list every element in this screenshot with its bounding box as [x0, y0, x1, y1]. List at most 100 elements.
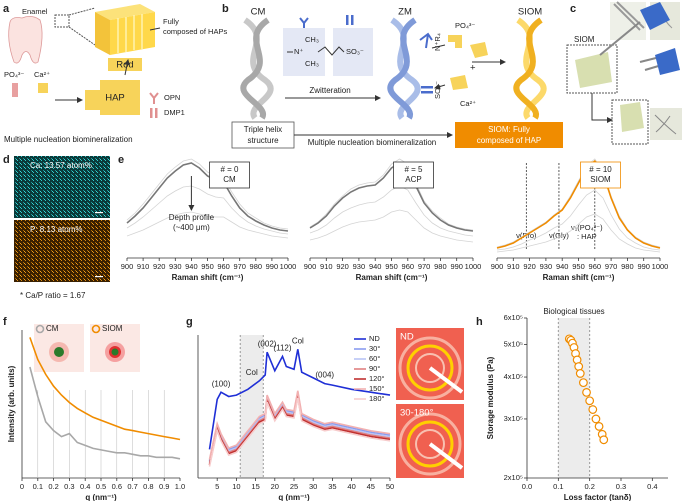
note-line: CM: [223, 175, 236, 184]
note-line: SIOM: [590, 175, 611, 184]
x-tick-label: 920: [336, 262, 349, 271]
x-tick-label: 0.2: [584, 482, 594, 491]
x-tick-label: 900: [491, 262, 504, 271]
cm-label: CM: [251, 7, 266, 18]
legend-label: 90°: [369, 364, 380, 373]
helix-cm: [240, 17, 274, 120]
so3: SO₃⁻: [346, 47, 364, 56]
ring: [406, 344, 454, 392]
annotation-line: Depth profile: [169, 213, 215, 222]
ring: [54, 347, 64, 357]
x-tick-label: 910: [137, 262, 150, 271]
x-tick-label: 1000: [652, 262, 669, 271]
ch3: CH₃: [305, 35, 319, 44]
x-tick-label: 940: [185, 262, 198, 271]
glove: [640, 2, 670, 30]
ring: [406, 420, 454, 468]
series-line: [309, 162, 474, 232]
series-line: [126, 185, 289, 235]
note-box: [209, 161, 250, 189]
series-line: [126, 158, 289, 230]
arrow: [124, 59, 130, 76]
marker-label: ν(Gly): [549, 231, 569, 240]
icon: [421, 91, 433, 94]
panel-b: b CM ZM SIOM CH₃ N⁺ CH₃ SO₃⁻ Zwitteratio…: [222, 3, 563, 149]
x-tick-label: 0.4: [80, 482, 90, 491]
po4-label: PO₄³⁻: [455, 21, 475, 30]
inset-label: 30-180°: [400, 408, 434, 419]
x-tick-label: 930: [353, 262, 366, 271]
x-axis-label: q (nm⁻¹): [278, 493, 310, 501]
ring: [111, 348, 119, 356]
point: [575, 369, 585, 378]
legend-swatch: [91, 324, 101, 334]
x-tick-label: 960: [589, 262, 602, 271]
x-tick-label: 0.8: [143, 482, 153, 491]
series-line: [496, 213, 661, 253]
x-tick-label: 940: [369, 262, 382, 271]
po4-label: PO₄³⁻: [4, 70, 24, 79]
ring: [415, 353, 445, 383]
icon: [421, 86, 433, 89]
peak-label: (100): [212, 379, 231, 388]
x-axis-label: Loss factor (tanδ): [564, 493, 632, 501]
series-line: [126, 162, 289, 232]
peak-label: Col: [292, 336, 304, 345]
nr4-label: N⁺R₄: [433, 33, 442, 51]
y-axis-label: Storage modulus (Pa): [486, 356, 495, 439]
ion: [12, 83, 18, 97]
tweezer: [599, 21, 641, 56]
note-line: # = 10: [589, 165, 612, 174]
opn-label: OPN: [164, 93, 180, 102]
x-tick-label: 0.2: [48, 482, 58, 491]
panel-label: f: [3, 316, 7, 328]
y-tick-label: 2x10⁵: [504, 473, 523, 482]
x-tick-label: 0.1: [33, 482, 43, 491]
band: [240, 335, 264, 478]
dmp1-label: DMP1: [164, 108, 185, 117]
point: [588, 405, 598, 414]
ring: [398, 336, 462, 400]
icon: [299, 17, 309, 28]
x-tick-label: 970: [418, 262, 431, 271]
point: [599, 435, 609, 445]
x-tick-label: 30: [309, 482, 317, 491]
panel-label: d: [3, 154, 10, 166]
x-tick-label: 900: [121, 262, 134, 271]
x-tick-label: 0.5: [96, 482, 106, 491]
series-line: [208, 397, 391, 467]
x-tick-label: 990: [637, 262, 650, 271]
waxs-insets: [396, 328, 464, 478]
x-tick-label: 50: [386, 482, 394, 491]
ring: [415, 429, 445, 459]
x-tick-label: 15: [251, 482, 259, 491]
peak-label: (112): [273, 344, 291, 353]
point: [594, 422, 604, 431]
series-line: [208, 396, 391, 466]
x-tick-label: 0: [20, 482, 24, 491]
legend-label: 150°: [369, 384, 385, 393]
legend-swatch: [35, 324, 45, 334]
x-tick-label: 920: [153, 262, 166, 271]
x-tick-label: 980: [250, 262, 263, 271]
x-tick-label: 910: [320, 262, 333, 271]
haps-line: composed of HAPs: [163, 27, 227, 36]
beamstop: [428, 442, 464, 470]
x-tick-label: 900: [304, 262, 317, 271]
helix-zm: [387, 17, 421, 120]
helix-siom: [513, 17, 547, 120]
marker-label: : HAP: [577, 232, 597, 241]
band-label: Biological tissues: [543, 307, 604, 316]
x-tick-label: 35: [328, 482, 336, 491]
bond: [287, 46, 345, 56]
x-tick-label: 0.6: [112, 482, 122, 491]
siom-label: SIOM: [518, 7, 542, 18]
icon: [419, 32, 433, 49]
point: [579, 378, 588, 388]
x-tick-label: 910: [507, 262, 520, 271]
x-tick-label: 0.9: [159, 482, 169, 491]
result-box: [455, 122, 563, 148]
zoom-lines: [68, 7, 96, 46]
arrow: [432, 44, 446, 88]
icon: [351, 15, 354, 25]
